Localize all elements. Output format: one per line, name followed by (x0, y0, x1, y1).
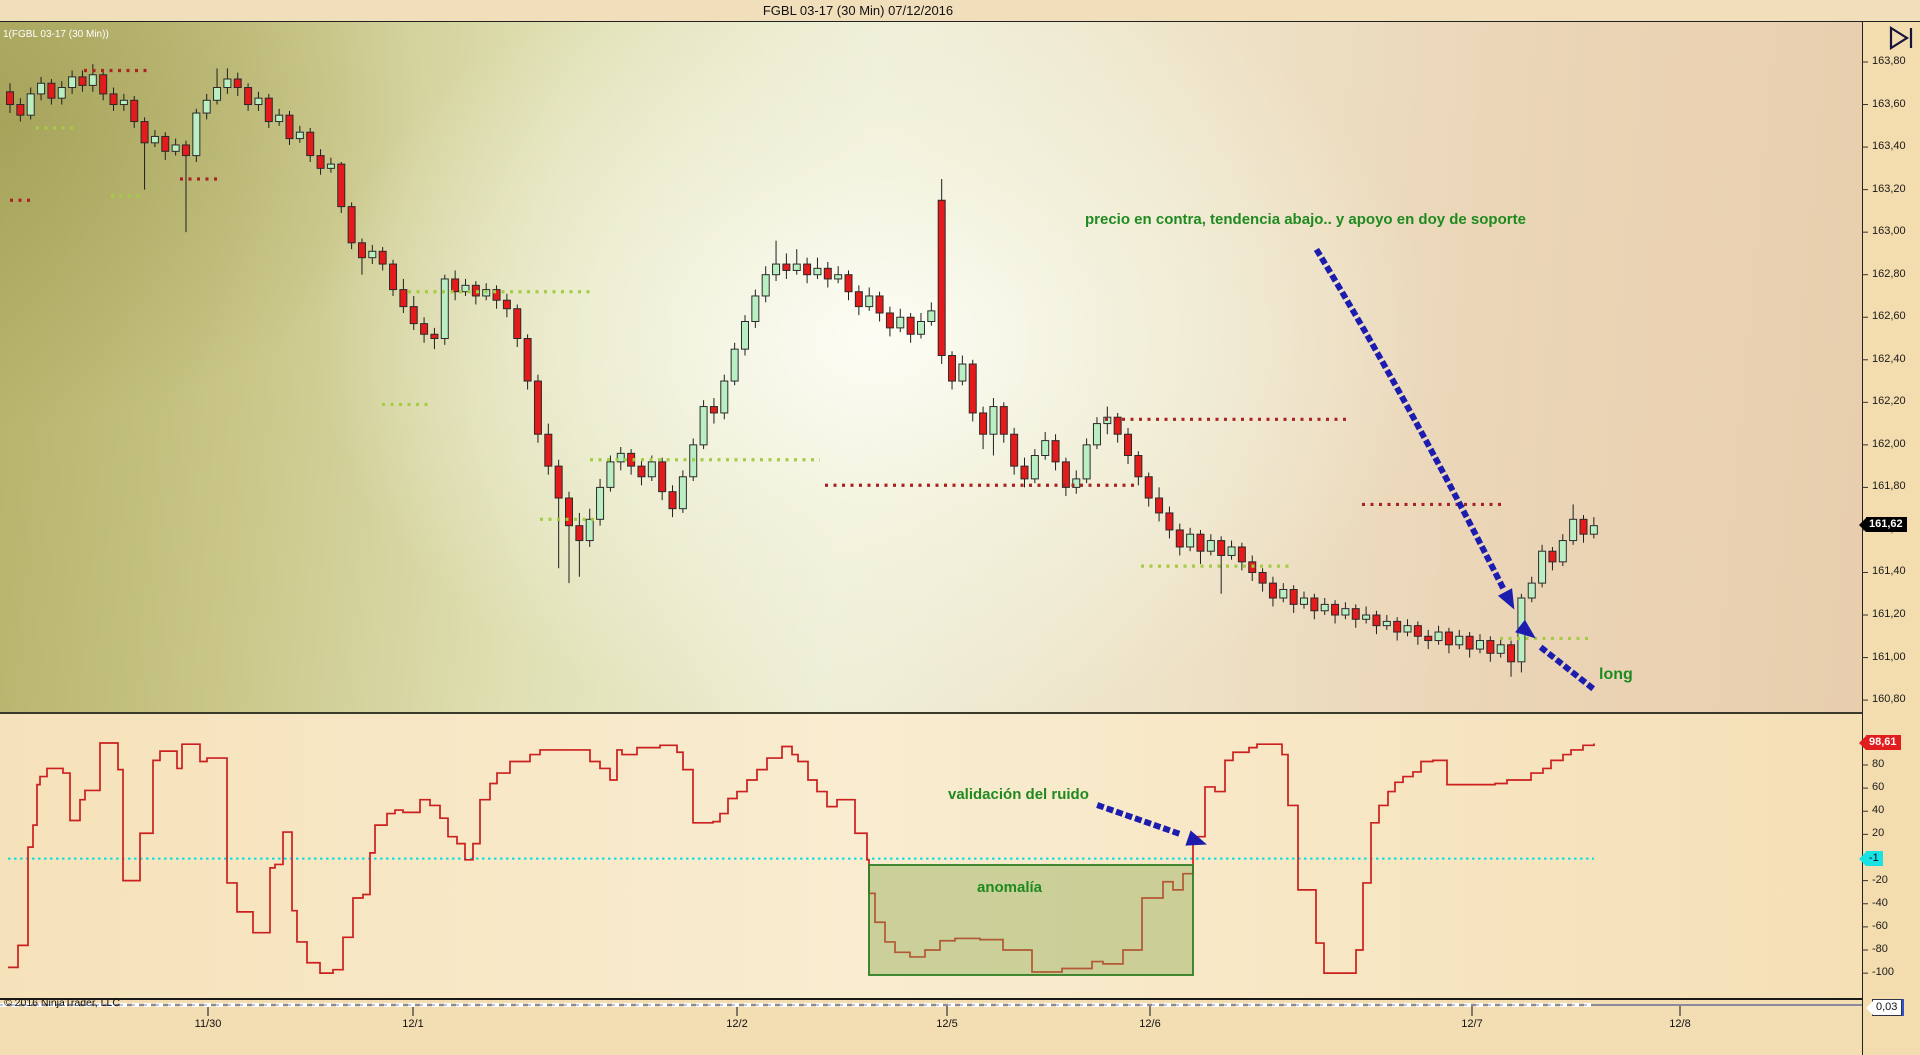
date-tick-label: 12/5 (936, 1018, 958, 1030)
indicator-tick-label: 40 (1872, 804, 1885, 817)
price-tick-label: 161,20 (1872, 608, 1906, 621)
trend-annotation: precio en contra, tendencia abajo.. y ap… (1085, 211, 1526, 228)
blue-arrow-drawings (1096, 247, 1596, 846)
sr-dotted-levels (10, 68, 1592, 641)
time-axis[interactable] (0, 1000, 1862, 1055)
price-tick-label: 162,60 (1872, 310, 1906, 323)
validation-annotation: validación del ruido (948, 786, 1089, 803)
candlestick-series (6, 64, 1598, 677)
price-tick-label: 163,40 (1872, 140, 1906, 153)
price-axis[interactable] (1862, 22, 1920, 1055)
oscillator-line (8, 742, 1595, 974)
anomaly-label: anomalía (977, 879, 1043, 896)
price-tick-label: 160,80 (1872, 693, 1906, 706)
title-bar: FGBL 03-17 (30 Min) 07/12/2016 (0, 0, 1920, 22)
indicator-tick-label: -20 (1872, 873, 1888, 886)
date-tick-label: 11/30 (194, 1018, 222, 1030)
indicator-tick-label: 20 (1872, 827, 1885, 840)
date-tick-label: 12/2 (726, 1018, 748, 1030)
indicator-tick-label: -40 (1872, 896, 1888, 909)
chart-instrument-label: 1(FGBL 03-17 (30 Min)) (3, 29, 109, 40)
last-price-marker: 161,62 (1859, 517, 1907, 532)
long-entry-label: long (1599, 666, 1633, 683)
price-tick-label: 162,40 (1872, 352, 1906, 365)
play-triangle-icon (1889, 26, 1910, 50)
price-tick-label: 161,40 (1872, 565, 1906, 578)
indicator-tick-label: 80 (1872, 757, 1885, 770)
price-tick-label: 162,00 (1872, 437, 1906, 450)
x-axis-marker: 0,03 (1865, 999, 1903, 1016)
indicator-tick-label: -80 (1872, 943, 1888, 956)
date-tick-label: 12/7 (1461, 1018, 1483, 1030)
price-tick-label: 161,80 (1872, 480, 1906, 493)
price-tick-label: 161,00 (1872, 650, 1906, 663)
window-title: FGBL 03-17 (30 Min) 07/12/2016 (762, 3, 954, 18)
date-tick-label: 12/1 (402, 1018, 424, 1030)
indicator-tick-label: 60 (1872, 781, 1885, 794)
price-tick-label: 162,80 (1872, 267, 1906, 280)
date-tick-label: 12/6 (1139, 1018, 1161, 1030)
copyright-text: © 2016 NinjaTrader, LLC (4, 997, 120, 1009)
indicator-value-marker: 98,61 (1859, 735, 1901, 750)
price-tick-label: 163,20 (1872, 182, 1906, 195)
trigger-level-marker: -1 (1859, 851, 1883, 866)
price-tick-label: 163,80 (1872, 55, 1906, 67)
price-tick-label: 162,20 (1872, 395, 1906, 408)
indicator-tick-label: -100 (1872, 966, 1895, 979)
anomaly-region-box (868, 864, 1194, 976)
date-tick-label: 12/8 (1669, 1018, 1691, 1030)
indicator-tick-label: -60 (1872, 919, 1888, 932)
price-tick-label: 163,60 (1872, 97, 1906, 110)
price-tick-label: 163,00 (1872, 225, 1906, 238)
